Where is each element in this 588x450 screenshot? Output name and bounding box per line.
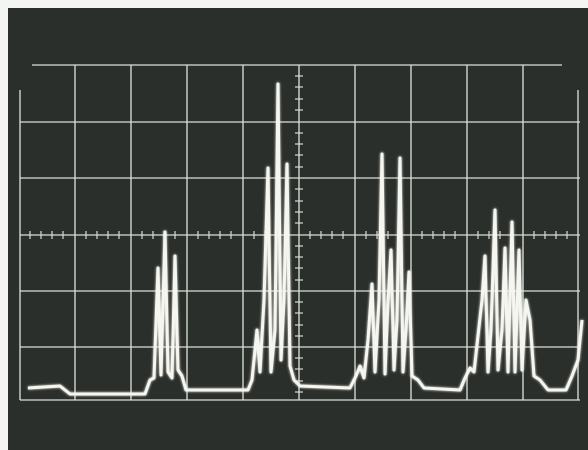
oscilloscope-photo: [0, 0, 588, 450]
page: [0, 0, 588, 450]
